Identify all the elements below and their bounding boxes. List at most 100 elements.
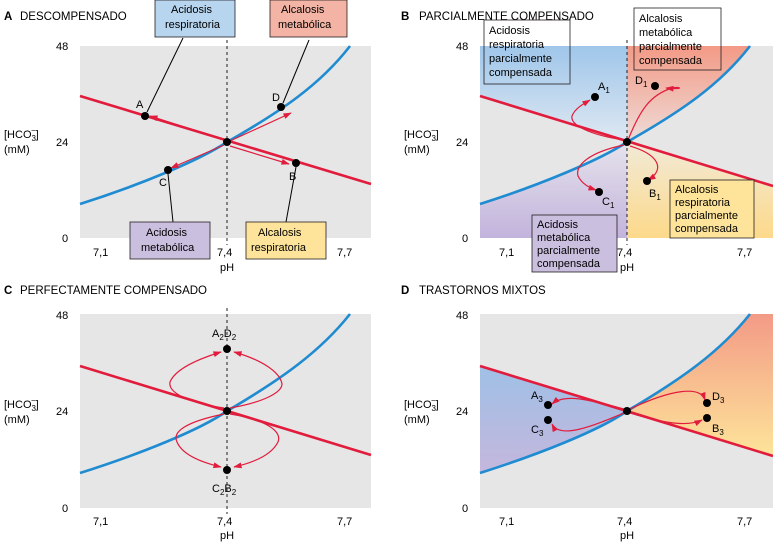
label-c: C <box>159 177 167 189</box>
region-mixed-acidosis <box>480 366 627 473</box>
svg-text:respiratoria: respiratoria <box>165 19 221 31</box>
label-c2b2: C2B2 <box>212 483 237 497</box>
box-alcalosis-metabolica-parcial: Alcalosis metabólica parcialmente compen… <box>633 7 722 71</box>
svg-text:7,1: 7,1 <box>499 247 514 259</box>
svg-text:0: 0 <box>62 503 68 515</box>
label-b: B <box>289 171 296 183</box>
svg-text:pH: pH <box>620 262 634 274</box>
ylabel: [HCO3−] <box>4 126 39 143</box>
svg-text:parcialmente: parcialmente <box>489 53 552 65</box>
panel-d-axes: 48 24 0 [HCO3−] (mM) 7,1 7,4 7,7 pH <box>404 310 752 542</box>
svg-text:respiratoria: respiratoria <box>251 242 307 254</box>
ytick-24: 24 <box>56 137 68 149</box>
svg-text:pH: pH <box>220 530 234 542</box>
svg-text:metabólica: metabólica <box>278 19 332 31</box>
box-acidosis-respiratoria: Acidosis respiratoria <box>154 0 236 38</box>
origin-point <box>623 407 631 415</box>
label-a1: A1 <box>598 81 610 95</box>
label-a3: A3 <box>531 390 543 404</box>
svg-text:48: 48 <box>56 310 68 322</box>
svg-text:7,7: 7,7 <box>337 516 352 528</box>
xtick-7-1: 7,1 <box>93 247 108 259</box>
panel-a-callout-lines <box>146 37 310 223</box>
svg-text:7,7: 7,7 <box>737 516 752 528</box>
svg-text:Alcalosis: Alcalosis <box>258 227 302 239</box>
panel-c-letter: C <box>4 285 12 297</box>
svg-text:respiratoria: respiratoria <box>675 197 731 209</box>
point-a2d2 <box>223 345 231 353</box>
svg-text:24: 24 <box>456 406 468 418</box>
svg-text:7,1: 7,1 <box>93 516 108 528</box>
svg-text:compensada: compensada <box>639 55 703 67</box>
svg-text:Alcalosis: Alcalosis <box>639 13 683 25</box>
svg-text:Alcalosis: Alcalosis <box>281 4 325 16</box>
label-c1: C1 <box>602 196 615 210</box>
region-mixed-alkalosis <box>627 314 773 455</box>
panel-d: D TRASTORNOS MIXTOS A3 C3 D3 B3 <box>401 285 773 508</box>
svg-text:7,4: 7,4 <box>217 516 232 528</box>
label-a2d2: A2D2 <box>212 328 237 342</box>
point-c1 <box>595 188 603 196</box>
box-alcalosis-respiratoria-parcial: Alcalosis respiratoria parcialmente comp… <box>669 179 755 239</box>
panel-b-points: A1 B1 C1 D1 <box>591 75 661 210</box>
point-c2b2 <box>223 466 231 474</box>
panel-b-axes: 48 24 0 [HCO3−] (mM) 7,1 7,4 7,7 pH <box>404 41 752 274</box>
ytick-0: 0 <box>62 233 68 245</box>
svg-text:48: 48 <box>456 41 468 53</box>
svg-text:Alcalosis: Alcalosis <box>675 184 719 196</box>
panel-c-title: PERFECTAMENTE COMPENSADO <box>20 285 207 297</box>
svg-text:48: 48 <box>456 310 468 322</box>
point-b <box>292 159 300 167</box>
panel-c-axes: 48 24 0 [HCO3−] (mM) 7,1 7,4 7,7 pH <box>4 310 352 542</box>
panel-d-points: A3 C3 D3 B3 <box>531 390 725 438</box>
box-alcalosis-respiratoria: Alcalosis respiratoria <box>245 221 327 260</box>
panel-c-arrows <box>169 351 283 469</box>
svg-text:7,4: 7,4 <box>617 516 632 528</box>
label-b3: B3 <box>712 423 724 437</box>
svg-text:metabólica: metabólica <box>141 242 195 254</box>
origin-point <box>223 138 231 146</box>
svg-text:(mM): (mM) <box>404 144 430 156</box>
point-d3 <box>703 399 711 407</box>
panel-c: C PERFECTAMENTE COMPENSADO A2D2 C2B2 <box>4 285 372 514</box>
svg-text:24: 24 <box>456 137 468 149</box>
panel-a-letter: A <box>4 11 12 23</box>
svg-text:Acidosis: Acidosis <box>489 25 530 37</box>
label-d: D <box>272 92 280 104</box>
panel-d-title: TRASTORNOS MIXTOS <box>419 285 546 297</box>
point-d <box>277 103 285 111</box>
svg-text:parcialmente: parcialmente <box>537 245 600 257</box>
panel-a-title: DESCOMPENSADO <box>20 11 127 23</box>
panel-a-points: A B C D <box>136 92 300 189</box>
point-a3 <box>544 401 552 409</box>
arrow-to-c <box>170 144 225 169</box>
point-b3 <box>703 414 711 422</box>
svg-text:metabólica: metabólica <box>639 27 693 39</box>
xtick-7-7: 7,7 <box>337 247 352 259</box>
arrow-to-b <box>229 145 290 165</box>
svg-text:24: 24 <box>56 406 68 418</box>
origin-point <box>623 138 631 146</box>
svg-text:0: 0 <box>462 503 468 515</box>
region-acidosis-respiratoria <box>480 46 627 142</box>
svg-text:metabólica: metabólica <box>537 232 591 244</box>
svg-text:Acidosis: Acidosis <box>171 4 212 16</box>
svg-text:(mM): (mM) <box>404 414 430 426</box>
label-c3: C3 <box>531 424 544 438</box>
svg-text:compensada: compensada <box>537 258 601 270</box>
svg-text:respiratoria: respiratoria <box>489 39 545 51</box>
svg-text:parcialmente: parcialmente <box>675 210 738 222</box>
box-acidosis-metabolica-parcial: Acidosis metabólica parcialmente compens… <box>531 214 618 273</box>
svg-text:0: 0 <box>462 233 468 245</box>
panel-d-arrows <box>551 390 706 433</box>
box-acidosis-metabolica: Acidosis metabólica <box>129 221 211 260</box>
svg-text:Acidosis: Acidosis <box>537 219 578 231</box>
axes: 48 24 0 [HCO3−] (mM) 7,1 7,4 7,7 pH 48 2… <box>4 41 752 542</box>
point-a <box>141 112 149 120</box>
ylabel-unit: (mM) <box>4 144 30 156</box>
box-alcalosis-metabolica: Alcalosis metabólica <box>269 0 348 38</box>
label-a: A <box>136 99 144 111</box>
panel-b: B PARCIALMENTE COMPENSADO A1 B1 C1 D1 <box>401 7 773 273</box>
